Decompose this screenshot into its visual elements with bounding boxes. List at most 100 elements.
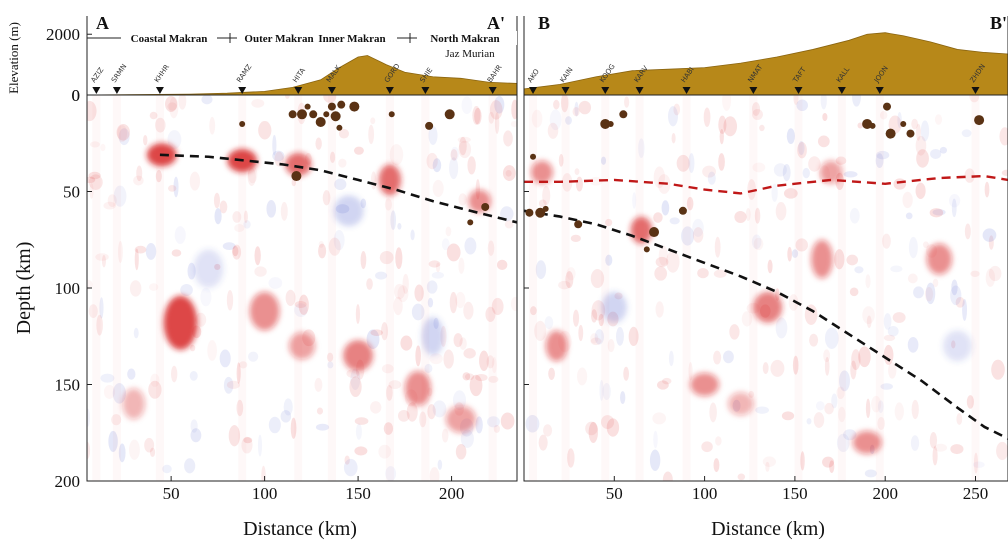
background-texture-blob [510, 121, 517, 128]
background-texture-blob [334, 178, 347, 191]
background-texture-blob [661, 200, 670, 216]
background-texture-blob [222, 242, 236, 250]
background-texture-blob [443, 349, 454, 369]
background-texture-blob [655, 301, 664, 318]
background-texture-blob [488, 111, 495, 124]
background-texture-blob [390, 210, 397, 230]
station-marker [92, 87, 101, 94]
background-texture-blob [890, 265, 903, 273]
negative-anomaly [333, 195, 364, 227]
background-texture-blob [607, 339, 615, 353]
background-texture-blob [846, 254, 859, 266]
background-texture-blob [464, 373, 475, 381]
earthquake-marker [869, 122, 876, 129]
background-texture-blob [715, 436, 722, 446]
background-texture-blob [591, 300, 606, 321]
background-texture-blob [883, 313, 892, 330]
background-texture-blob [729, 324, 740, 340]
background-texture-blob [767, 259, 773, 274]
background-texture-blob [469, 374, 483, 397]
background-texture-blob [751, 234, 762, 249]
background-texture-blob [924, 287, 934, 302]
background-texture-blob [414, 284, 424, 302]
background-texture-blob [762, 456, 776, 467]
region-sublabel: Jaz Murian [445, 48, 495, 60]
background-texture-blob [543, 424, 553, 437]
x-tick-label: 250 [963, 484, 989, 503]
background-texture-blob [759, 124, 765, 132]
earthquake-marker [315, 117, 326, 128]
background-texture-blob [168, 185, 177, 192]
background-texture-blob [762, 362, 769, 375]
background-texture-blob [843, 429, 857, 441]
earthquake-marker [574, 220, 583, 229]
y-tick-label: 0 [72, 86, 81, 105]
x-axis-title-b: Distance (km) [711, 518, 825, 540]
background-texture-blob [707, 171, 716, 185]
background-texture-blob [315, 137, 322, 150]
background-texture-blob [865, 398, 871, 419]
background-texture-blob [572, 107, 580, 117]
background-texture-blob [882, 233, 891, 249]
background-texture-blob [460, 429, 474, 448]
background-texture-blob [432, 400, 447, 418]
station-marker [837, 87, 846, 94]
background-texture-blob [817, 135, 830, 148]
background-texture-blob [770, 359, 785, 377]
background-texture-blob [383, 422, 394, 435]
background-texture-blob [379, 250, 394, 265]
background-texture-blob [709, 402, 717, 423]
background-texture-blob [752, 162, 766, 173]
background-texture-blob [458, 140, 472, 159]
background-texture-blob [702, 165, 716, 178]
earthquake-marker [327, 102, 336, 111]
background-texture-blob [343, 458, 358, 477]
background-texture-blob [327, 361, 334, 369]
background-texture-blob [988, 235, 994, 250]
background-texture-blob [589, 176, 603, 186]
background-texture-blob [800, 451, 805, 471]
background-texture-blob [462, 372, 471, 381]
background-texture-blob [590, 269, 605, 289]
background-texture-blob [795, 238, 808, 252]
background-texture-blob [118, 443, 126, 463]
station-marker [561, 87, 570, 94]
earthquake-marker [481, 202, 490, 211]
background-texture-blob [511, 99, 517, 120]
background-texture-blob [474, 107, 482, 125]
x-axis-title-a: Distance (km) [243, 518, 357, 540]
background-texture-blob [996, 441, 1008, 461]
background-texture-blob [632, 192, 637, 209]
background-texture-blob [103, 201, 116, 210]
positive-anomaly [163, 295, 198, 350]
background-texture-blob [426, 280, 438, 294]
background-texture-blob [284, 95, 290, 99]
earthquake-marker [619, 110, 628, 119]
background-texture-blob [129, 280, 142, 297]
background-texture-blob [510, 296, 517, 311]
background-texture-blob [754, 207, 761, 224]
background-texture-blob [673, 103, 681, 116]
positive-anomaly [926, 243, 953, 275]
background-texture-blob [688, 362, 693, 381]
positive-anomaly [820, 160, 842, 184]
station-streak [875, 95, 884, 481]
background-texture-blob [472, 106, 481, 125]
background-texture-blob [999, 127, 1008, 146]
background-texture-blob [136, 165, 143, 182]
background-texture-blob [606, 418, 620, 437]
negative-anomaly [193, 249, 224, 288]
station-marker [749, 87, 758, 94]
background-texture-blob [809, 333, 819, 347]
background-texture-blob [429, 353, 443, 365]
background-texture-blob [824, 402, 834, 415]
background-texture-blob [459, 136, 467, 156]
background-texture-blob [397, 409, 410, 422]
background-texture-blob [103, 385, 116, 399]
background-texture-blob [578, 324, 584, 342]
background-texture-blob [128, 439, 140, 460]
background-texture-blob [272, 150, 285, 162]
background-texture-blob [99, 297, 104, 319]
positive-anomaly [404, 370, 432, 406]
background-texture-blob [723, 350, 734, 364]
